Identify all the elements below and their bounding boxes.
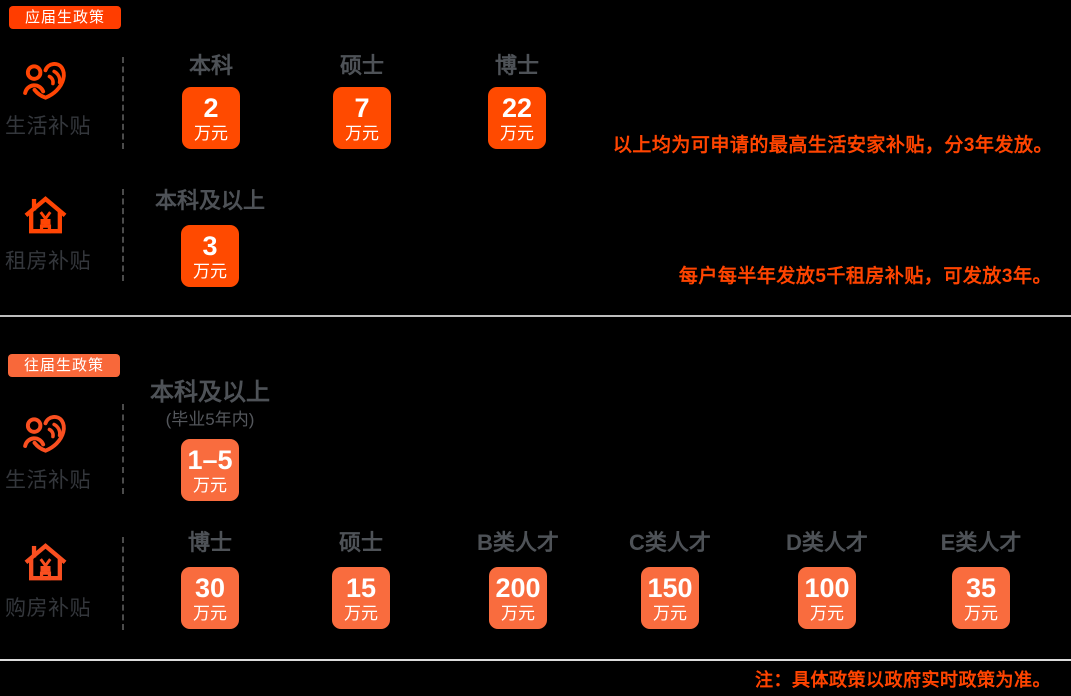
value-unit: 万元 xyxy=(193,262,227,281)
column-talent-d: D类人才 100 万元 xyxy=(751,531,903,629)
dashed-divider xyxy=(122,537,124,630)
column-talent-c: C类人才 150 万元 xyxy=(594,531,746,629)
column-subheader: (毕业5年内) xyxy=(165,410,255,429)
section-divider xyxy=(0,315,1071,317)
value-amount: 7 xyxy=(354,93,370,123)
column-header: 硕士 xyxy=(339,53,384,78)
column-header: B类人才 xyxy=(477,530,559,555)
column-bachelor-and-above: 本科及以上 3 万元 xyxy=(134,189,286,287)
footer-divider xyxy=(0,659,1071,661)
living-subsidy-icon xyxy=(22,58,69,106)
home-purchase-subsidy-icon xyxy=(24,540,67,582)
value-unit: 万元 xyxy=(345,124,379,143)
value-unit: 万元 xyxy=(653,604,687,623)
value-unit: 万元 xyxy=(193,604,227,623)
column-header: E类人才 xyxy=(940,530,1022,555)
dashed-divider xyxy=(122,189,124,281)
column-header: 本科及以上 xyxy=(154,188,265,213)
rent-subsidy-icon xyxy=(24,193,67,235)
column-header: C类人才 xyxy=(629,530,711,555)
footnote: 注：具体政策以政府实时政策为准。 xyxy=(755,670,1051,690)
dashed-divider xyxy=(122,57,124,149)
value-box: 200 万元 xyxy=(489,567,547,629)
column-header: 本科 xyxy=(188,53,233,78)
value-box: 15 万元 xyxy=(332,567,390,629)
value-amount: 15 xyxy=(345,573,377,603)
value-amount: 2 xyxy=(203,93,219,123)
value-box: 100 万元 xyxy=(798,567,856,629)
rent-subsidy-note: 每户每半年发放5千租房补贴，可发放3年。 xyxy=(678,266,1052,287)
value-amount: 35 xyxy=(965,573,997,603)
value-unit: 万元 xyxy=(810,604,844,623)
value-unit: 万元 xyxy=(194,124,228,143)
value-unit: 万元 xyxy=(500,124,534,143)
value-amount: 22 xyxy=(501,93,533,123)
fresh-graduate-policy-badge: 应届生政策 xyxy=(9,6,122,29)
column-header: 博士 xyxy=(187,530,232,555)
column-header: 本科及以上 xyxy=(150,379,270,406)
value-box: 35 万元 xyxy=(952,567,1010,629)
value-box: 3 万元 xyxy=(181,225,239,287)
column-header: 硕士 xyxy=(338,530,383,555)
column-bachelor-and-above: 本科及以上 (毕业5年内) 1–5 万元 xyxy=(134,380,286,501)
value-unit: 万元 xyxy=(964,604,998,623)
column-master: 硕士 7 万元 xyxy=(286,54,438,149)
column-bachelor: 本科 2 万元 xyxy=(135,54,287,149)
value-unit: 万元 xyxy=(193,476,227,495)
living-subsidy-icon xyxy=(22,411,69,459)
value-box: 30 万元 xyxy=(181,567,239,629)
value-unit: 万元 xyxy=(501,604,535,623)
column-phd: 博士 30 万元 xyxy=(134,531,286,629)
column-header: D类人才 xyxy=(786,530,868,555)
column-talent-e: E类人才 35 万元 xyxy=(905,531,1057,629)
value-box: 22 万元 xyxy=(488,87,546,149)
value-unit: 万元 xyxy=(344,604,378,623)
value-amount: 1–5 xyxy=(187,445,233,475)
living-subsidy-label: 生活补贴 xyxy=(5,115,91,138)
home-purchase-subsidy-label: 购房补贴 xyxy=(5,597,91,620)
column-header: 博士 xyxy=(494,53,539,78)
living-subsidy-note: 以上均为可申请的最高生活安家补贴，分3年发放。 xyxy=(612,135,1053,156)
value-amount: 3 xyxy=(202,231,218,261)
rent-subsidy-label: 租房补贴 xyxy=(5,250,91,273)
value-box: 1–5 万元 xyxy=(181,439,239,501)
value-amount: 100 xyxy=(804,573,850,603)
column-talent-b: B类人才 200 万元 xyxy=(442,531,594,629)
column-phd: 博士 22 万元 xyxy=(441,54,593,149)
column-master: 硕士 15 万元 xyxy=(285,531,437,629)
value-amount: 30 xyxy=(194,573,226,603)
dashed-divider xyxy=(122,404,124,494)
value-box: 150 万元 xyxy=(641,567,699,629)
value-amount: 150 xyxy=(647,573,693,603)
previous-graduate-policy-badge: 往届生政策 xyxy=(8,354,121,377)
value-box: 7 万元 xyxy=(333,87,391,149)
value-box: 2 万元 xyxy=(182,87,240,149)
living-subsidy-label: 生活补贴 xyxy=(5,469,91,492)
value-amount: 200 xyxy=(495,573,541,603)
